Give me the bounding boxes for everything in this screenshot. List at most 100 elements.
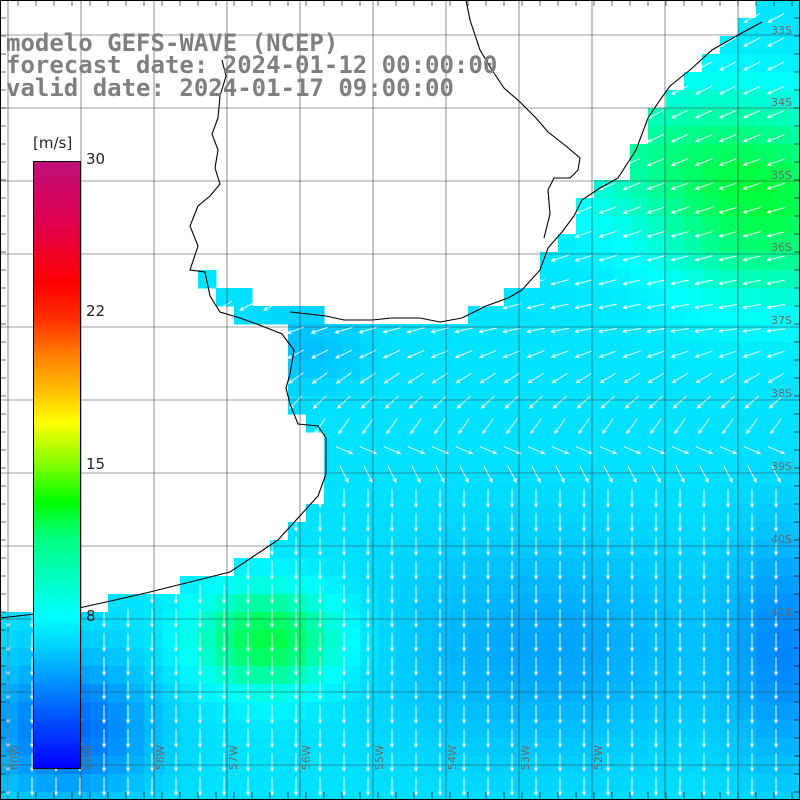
wind-arrow xyxy=(557,777,563,797)
wind-cell xyxy=(756,540,775,559)
wind-cell xyxy=(396,774,415,793)
wind-arrow xyxy=(293,633,299,653)
wind-cell xyxy=(306,360,325,379)
wind-cell xyxy=(576,594,595,613)
wind-cell xyxy=(540,738,559,757)
wind-cell xyxy=(630,594,649,613)
wind-cell xyxy=(414,414,433,433)
wind-cell xyxy=(288,738,307,757)
wind-cell xyxy=(720,378,739,397)
wind-arrow xyxy=(269,657,275,677)
wind-arrow xyxy=(605,561,611,581)
longitude-label: 55W xyxy=(373,745,386,770)
wind-arrow xyxy=(335,446,354,455)
wind-cell xyxy=(432,594,451,613)
wind-cell xyxy=(792,738,800,757)
wind-cell xyxy=(756,738,775,757)
wind-arrow xyxy=(362,418,374,435)
wind-cell xyxy=(450,648,469,667)
wind-cell xyxy=(504,594,523,613)
wind-cell xyxy=(648,612,667,631)
wind-arrow xyxy=(622,206,641,214)
wind-cell xyxy=(324,702,343,721)
wind-cell xyxy=(378,558,397,577)
wind-cell xyxy=(738,288,757,307)
wind-cell xyxy=(558,270,577,289)
wind-arrow xyxy=(557,561,563,581)
wind-cell xyxy=(648,522,667,541)
wind-cell xyxy=(360,450,379,469)
wind-cell xyxy=(792,540,800,559)
wind-arrow xyxy=(725,729,731,749)
wind-arrow xyxy=(389,777,395,797)
wind-cell xyxy=(648,540,667,559)
wind-arrow xyxy=(646,279,665,286)
wind-cell xyxy=(324,576,343,595)
wind-cell xyxy=(666,702,685,721)
wind-cell xyxy=(540,774,559,793)
wind-cell xyxy=(720,486,739,505)
wind-arrow xyxy=(269,585,275,605)
wind-cell xyxy=(108,612,127,631)
wind-arrow xyxy=(432,395,447,409)
wind-cell xyxy=(432,774,451,793)
wind-arrow xyxy=(550,327,569,334)
wind-arrow xyxy=(245,681,251,701)
wind-cell xyxy=(504,792,523,800)
wind-cell xyxy=(558,324,577,343)
wind-cell xyxy=(414,738,433,757)
wind-cell xyxy=(756,252,775,271)
wind-cell xyxy=(342,648,361,667)
wind-cell xyxy=(432,414,451,433)
wind-cell xyxy=(288,324,307,343)
wind-arrow xyxy=(552,395,567,409)
wind-cell xyxy=(684,486,703,505)
wind-arrow xyxy=(670,206,689,214)
wind-cell xyxy=(612,612,631,631)
wind-arrow xyxy=(767,13,785,23)
wind-cell xyxy=(396,792,415,800)
wind-cell xyxy=(720,432,739,451)
wind-cell xyxy=(576,702,595,721)
wind-cell xyxy=(288,792,307,800)
wind-cell xyxy=(432,558,451,577)
wind-cell xyxy=(252,702,271,721)
wind-cell xyxy=(360,792,379,800)
wind-cell xyxy=(648,684,667,703)
wind-arrow xyxy=(701,513,707,533)
wind-cell xyxy=(504,630,523,649)
wind-cell xyxy=(288,720,307,739)
latitude-label: 38S xyxy=(771,387,792,400)
wind-cell xyxy=(342,738,361,757)
wind-cell xyxy=(252,774,271,793)
wind-cell xyxy=(0,774,19,793)
wind-cell xyxy=(18,792,37,800)
wind-cell xyxy=(252,720,271,739)
wind-arrow xyxy=(338,418,350,435)
wind-arrow xyxy=(310,326,329,334)
wind-cell xyxy=(486,468,505,487)
wind-cell xyxy=(342,684,361,703)
wind-cell xyxy=(612,504,631,523)
wind-cell xyxy=(378,576,397,595)
wind-cell xyxy=(720,720,739,739)
wind-arrow xyxy=(341,729,347,749)
wind-arrow xyxy=(550,279,569,286)
wind-cell xyxy=(576,558,595,577)
wind-arrow xyxy=(694,109,713,119)
wind-cell xyxy=(198,576,217,595)
wind-arrow xyxy=(574,327,593,334)
wind-arrow xyxy=(581,489,587,509)
wind-arrow xyxy=(311,372,328,384)
wind-arrow xyxy=(725,705,731,725)
wind-cell xyxy=(576,486,595,505)
wind-arrow xyxy=(533,777,539,797)
wind-cell xyxy=(576,774,595,793)
wind-arrow xyxy=(694,134,713,143)
wind-arrow xyxy=(773,777,779,797)
wind-arrow xyxy=(386,418,398,435)
wind-arrow xyxy=(670,182,689,190)
wind-cell xyxy=(288,612,307,631)
wind-cell xyxy=(540,270,559,289)
wind-arrow xyxy=(749,609,755,629)
